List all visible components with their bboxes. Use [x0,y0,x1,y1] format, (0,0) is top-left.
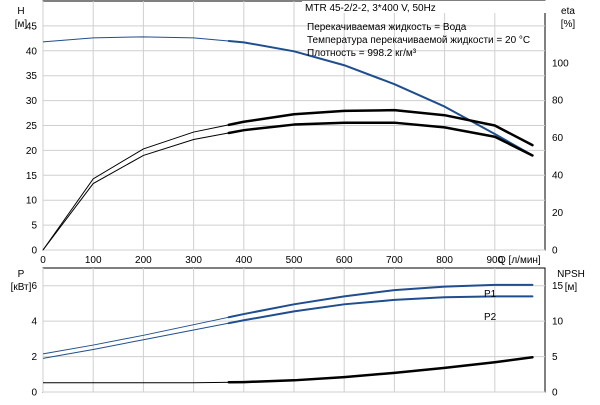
bottom-left-ticks: 0 2 4 6 [31,281,37,398]
y-right-tick-label: 5 [552,352,558,363]
bottom-panel: 0 2 4 6 0 5 10 15 P [кВт] NPSH [м] P1 P2 [11,267,585,399]
y-right-tick-label: 20 [552,208,564,219]
series-label-p2: P2 [484,312,497,323]
x-axis-ticks: 0 100 200 300 400 500 600 700 800 900 [40,255,503,266]
series-line-npsh [43,356,533,384]
model-label: MTR 45-2/2-2, 3*400 V, 50Hz [305,3,436,14]
y-right-tick-label: 15 [552,281,564,292]
top-y-left-label: H [17,6,24,17]
series-operating-line-eta-2 [227,121,534,157]
y-left-tick-label: 4 [31,317,37,328]
top-right-ticks: 0 20 40 60 80 100 [552,58,569,256]
x-tick-label: 200 [135,255,152,266]
y-right-tick-label: 100 [552,58,569,69]
y-right-tick-label: 0 [552,246,558,257]
bottom-grid [42,268,545,393]
fluid-label: Перекачиваемая жидкость = Вода [307,22,467,33]
y-left-tick-label: 6 [31,281,37,292]
y-right-tick-label: 40 [552,171,564,182]
bottom-y-left-label: P [18,269,25,280]
y-left-tick-label: 0 [31,246,37,257]
x-tick-label: 700 [386,255,403,266]
series-operating-line-h [227,39,534,157]
y-left-tick-label: 35 [26,71,38,82]
y-right-tick-label: 0 [552,388,558,399]
bottom-y-right-label: NPSH [557,269,585,280]
y-right-tick-label: 10 [552,317,564,328]
y-right-tick-label: 80 [552,96,564,107]
y-left-tick-label: 20 [26,146,38,157]
x-tick-label: 0 [40,255,46,266]
series-operating-line-p2 [227,295,534,325]
series-label-p1: P1 [484,289,497,300]
y-left-tick-label: 40 [26,46,38,57]
x-tick-label: 100 [85,255,102,266]
x-tick-label: 900 [486,255,503,266]
y-left-tick-label: 0 [31,388,37,399]
x-tick-label: 600 [336,255,353,266]
bottom-y-left-unit: [кВт] [11,282,32,293]
x-tick-label: 500 [286,255,303,266]
y-left-tick-label: 45 [26,21,38,32]
y-left-tick-label: 2 [31,352,37,363]
x-tick-label: 800 [436,255,453,266]
top-y-left-unit: [м] [15,19,28,30]
top-panel: 0 5 10 15 20 25 30 35 40 45 0 20 40 60 80 100 0 100 200 3… [15,0,576,266]
series-line-p1 [42,284,533,355]
series-operating-line-npsh [227,356,534,384]
top-y-right-unit: [%] [561,19,576,30]
x-tick-label: 400 [235,255,252,266]
series-line-h [42,36,533,156]
y-left-tick-label: 15 [26,171,38,182]
series-operating-line-p1 [227,283,534,319]
bottom-right-ticks: 0 5 10 15 [552,281,564,398]
temperature-label: Температура перекачиваемой жидкости = 20… [307,35,530,46]
top-y-right-label: eta [561,6,575,17]
y-right-tick-label: 60 [552,133,564,144]
top-grid [42,1,545,251]
bottom-series [42,283,534,384]
bottom-y-right-unit: [м] [565,282,578,293]
series-line-eta-2 [42,122,533,251]
top-series [42,36,534,251]
x-tick-label: 300 [185,255,202,266]
y-left-tick-label: 10 [26,196,38,207]
series-operating-line-eta-1 [227,108,534,147]
y-left-tick-label: 25 [26,121,38,132]
y-left-tick-label: 5 [31,221,37,232]
x-axis-label: Q [л/мин] [498,255,541,266]
y-left-tick-label: 30 [26,96,38,107]
model-label-background [302,1,552,13]
density-label: Плотность = 998.2 кг/м³ [307,48,417,59]
top-left-ticks: 0 5 10 15 20 25 30 35 40 45 [26,21,38,256]
